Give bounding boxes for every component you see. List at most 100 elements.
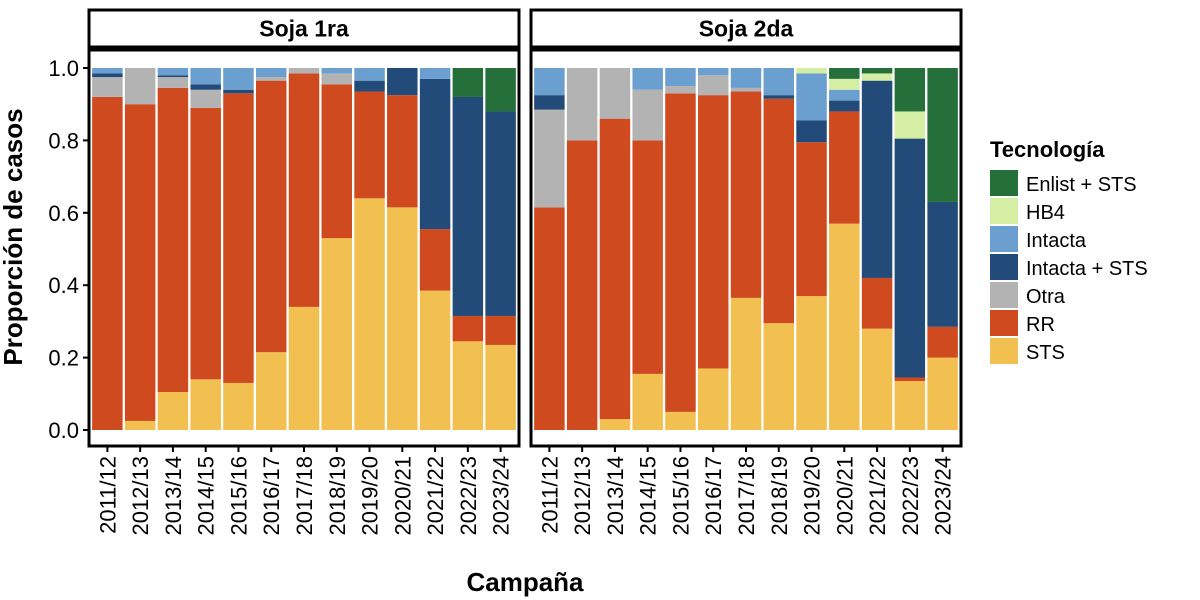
bar-segment-intacta — [255, 68, 287, 78]
bar-segment-intacta-sts — [927, 201, 958, 327]
legend-swatch-otra — [990, 282, 1018, 308]
bar-segment-otra — [124, 68, 156, 105]
bar-segment-rr — [92, 96, 123, 431]
legend-swatch-enlist-sts — [990, 170, 1018, 196]
bar-segment-otra — [157, 77, 189, 88]
panel-strip — [529, 8, 963, 49]
bar-segment-sts — [894, 381, 926, 430]
legend: Tecnología Enlist + STS HB4 Intacta Intacta… — [990, 137, 1148, 364]
bar-segment-sts — [829, 223, 860, 430]
bar-segment-sts — [288, 306, 320, 430]
x-tick-label: 2013/14 — [161, 456, 186, 536]
bar-segment-intacta-sts — [534, 95, 565, 110]
bar-segment-hb4 — [861, 73, 893, 81]
bar-segment-intacta-sts — [190, 84, 221, 90]
y-tick-label: 0.8 — [48, 128, 79, 153]
bar-segment-intacta — [763, 68, 795, 96]
bar-segment-rr — [255, 80, 287, 353]
x-tick-label: 2016/17 — [259, 456, 284, 536]
bar-segment-rr — [452, 315, 484, 342]
bar-segment-sts — [763, 323, 795, 430]
bar-segment-sts — [419, 290, 451, 430]
legend-label-rr: RR — [1026, 314, 1055, 336]
bar-segment-otra — [730, 87, 762, 92]
x-tick-label: 2017/18 — [734, 456, 759, 536]
bar-segment-sts — [157, 391, 189, 430]
x-tick-label: 2013/14 — [603, 456, 628, 536]
bar-segment-intacta — [829, 89, 860, 101]
bar-segment-otra — [697, 75, 729, 96]
x-tick-label: 2019/20 — [800, 456, 825, 536]
panel-strip-title: Soja 1ra — [259, 16, 349, 42]
bar-segment-intacta-sts — [763, 95, 795, 99]
legend-swatch-intacta — [990, 226, 1018, 252]
bar-segment-rr — [354, 91, 385, 199]
x-tick-label: 2022/23 — [456, 456, 481, 536]
bar-segment-hb4 — [894, 111, 926, 139]
x-tick-label: 2011/12 — [95, 456, 120, 534]
bar-segment-rr — [632, 140, 663, 374]
bar-segment-intacta — [632, 68, 663, 90]
bar-segment-otra — [599, 68, 631, 119]
bar-segment-intacta — [223, 68, 254, 90]
bars — [92, 68, 516, 431]
x-tick-label: 2020/21 — [390, 456, 415, 536]
bar-segment-intacta — [92, 68, 123, 74]
bar-segment-otra — [665, 86, 696, 94]
bar-segment-rr — [485, 315, 516, 345]
bar-segment-rr — [763, 98, 795, 324]
y-axis: 0.0 0.2 0.4 0.6 0.8 1.0 — [48, 56, 89, 443]
bar-segment-intacta — [665, 68, 696, 87]
y-tick-label: 0.0 — [48, 418, 79, 443]
bar-segment-intacta-sts — [452, 96, 484, 316]
panel-soja-2da: Soja 2da 2011/12 2012/13 2013/14 2014/15 2015… — [529, 8, 963, 536]
bar-segment-intacta-sts — [387, 68, 418, 96]
bar-segment-otra — [321, 73, 353, 85]
bar-segment-intacta-sts — [829, 100, 860, 112]
bar-segment-otra — [255, 77, 287, 81]
bar-segment-intacta-sts — [157, 75, 189, 78]
y-tick-label: 0.4 — [48, 273, 79, 298]
bar-segment-intacta-sts — [796, 120, 827, 143]
legend-label-sts: STS — [1026, 342, 1065, 364]
legend-swatch-hb4 — [990, 198, 1018, 224]
bar-segment-intacta-sts — [92, 73, 123, 78]
bar-segment-enlist-sts — [485, 68, 516, 112]
panel-border — [529, 48, 963, 448]
bar-segment-rr — [927, 326, 958, 358]
x-tick-label: 2023/24 — [489, 456, 514, 536]
bar-segment-sts — [190, 379, 221, 430]
bar-segment-intacta — [321, 68, 353, 74]
bars — [534, 68, 958, 430]
bar-segment-otra — [566, 68, 598, 141]
bar-segment-sts — [599, 419, 631, 430]
bar-segment-intacta-sts — [894, 138, 926, 378]
bar-segment-hb4 — [829, 78, 860, 90]
panel-soja-1ra: Soja 1ra 2011/12 2012/13 2013/14 2014/15 2015… — [87, 8, 521, 536]
bar-segment-sts — [485, 344, 516, 430]
bar-segment-intacta — [796, 73, 827, 121]
bar-segment-sts — [387, 207, 418, 430]
bar-segment-sts — [321, 238, 353, 430]
x-tick-label: 2022/23 — [898, 456, 923, 536]
x-tick-label: 2012/13 — [570, 456, 595, 536]
bar-segment-sts — [927, 357, 958, 430]
bar-segment-intacta — [354, 68, 385, 81]
x-tick-label: 2014/15 — [636, 456, 661, 536]
y-tick-label: 0.2 — [48, 346, 79, 371]
x-tick-label: 2017/18 — [292, 456, 317, 536]
panel-strip — [87, 8, 521, 49]
bar-segment-sts — [730, 297, 762, 430]
bar-segment-intacta-sts — [419, 78, 451, 230]
x-tick-label: 2020/21 — [832, 456, 857, 536]
bar-segment-enlist-sts — [452, 68, 484, 97]
bar-segment-rr — [387, 95, 418, 208]
bar-segment-sts — [255, 352, 287, 430]
bar-segment-intacta — [190, 68, 221, 85]
bar-segment-rr — [796, 142, 827, 297]
x-tick-label: 2011/12 — [537, 456, 562, 534]
bar-segment-otra — [534, 109, 565, 208]
x-tick-label: 2015/16 — [226, 456, 251, 536]
chart-panels: Soja 1ra 2011/12 2012/13 2013/14 2014/15 2015… — [87, 8, 963, 536]
panel-border — [87, 48, 521, 448]
